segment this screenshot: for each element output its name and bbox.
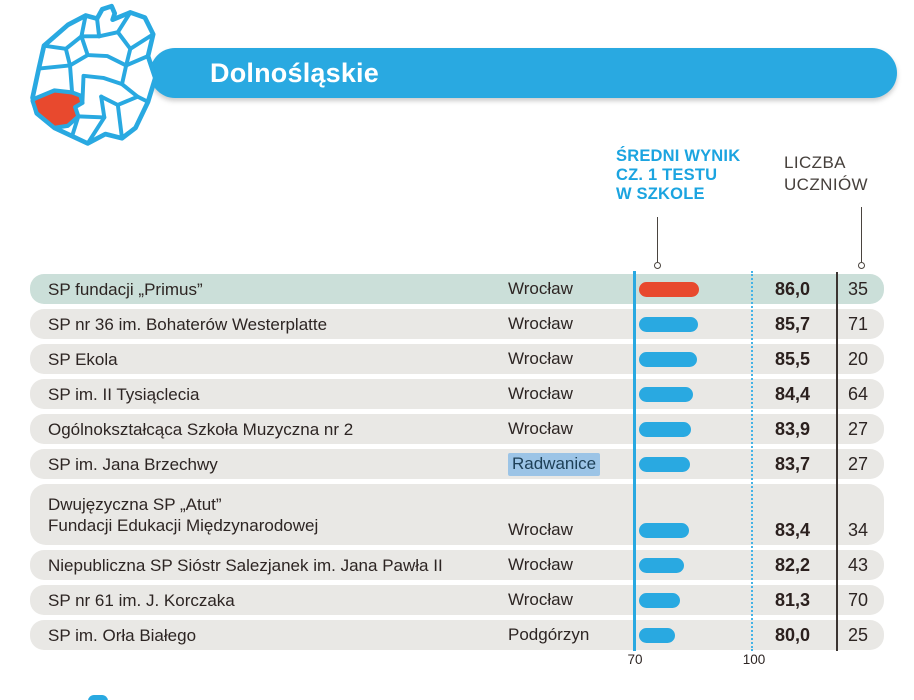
city-name: Wrocław bbox=[508, 279, 573, 298]
score-value: 84,4 bbox=[774, 383, 810, 404]
city-name: Wrocław bbox=[508, 590, 573, 609]
score-value: 81,3 bbox=[774, 589, 810, 610]
region-title: Dolnośląskie bbox=[210, 57, 379, 88]
school-name: SP fundacji „Primus” bbox=[48, 279, 203, 299]
students-count: 70 bbox=[847, 589, 869, 610]
score-value: 80,0 bbox=[774, 624, 810, 645]
region-banner: Dolnośląskie bbox=[150, 48, 897, 98]
axis-line-100 bbox=[751, 271, 753, 651]
table-row: SP nr 61 im. J. Korczaka Wrocław 81,3 70 bbox=[30, 585, 884, 615]
city-name: Wrocław bbox=[508, 520, 573, 539]
city-name: Wrocław bbox=[508, 555, 573, 574]
score-value: 82,2 bbox=[774, 554, 810, 575]
table-row: SP fundacji „Primus” Wrocław 86,0 35 bbox=[30, 274, 884, 304]
table-row: SP nr 36 im. Bohaterów Westerplatte Wroc… bbox=[30, 309, 884, 339]
city-name: Wrocław bbox=[508, 314, 573, 333]
score-bar bbox=[639, 628, 675, 643]
students-count: 43 bbox=[847, 554, 869, 575]
highlighted-region-dolnoslaskie bbox=[30, 88, 85, 130]
score-bar bbox=[639, 523, 689, 538]
table-row: Ogólnokształcąca Szkoła Muzyczna nr 2 Wr… bbox=[30, 414, 884, 444]
city-name: Wrocław bbox=[508, 419, 573, 438]
students-callout-dot bbox=[858, 262, 865, 269]
table-row: Niepubliczna SP Sióstr Salezjanek im. Ja… bbox=[30, 550, 884, 580]
school-name: Niepubliczna SP Sióstr Salezjanek im. Ja… bbox=[48, 555, 443, 575]
table-row: SP im. II Tysiąclecia Wrocław 84,4 64 bbox=[30, 379, 884, 409]
table-row: SP im. Jana Brzechwy Radwanice 83,7 27 bbox=[30, 449, 884, 479]
score-bar bbox=[639, 558, 684, 573]
score-bar bbox=[639, 457, 690, 472]
students-count: 34 bbox=[847, 519, 869, 540]
city-name: Wrocław bbox=[508, 384, 573, 403]
score-value: 83,4 bbox=[774, 519, 810, 540]
cutoff-map-fragment bbox=[88, 695, 108, 700]
students-callout-line bbox=[861, 207, 862, 262]
school-name: SP Ekola bbox=[48, 349, 118, 369]
score-bar bbox=[639, 317, 698, 332]
students-count: 27 bbox=[847, 453, 869, 474]
students-count: 25 bbox=[847, 624, 869, 645]
score-value: 83,7 bbox=[774, 453, 810, 474]
score-callout-line bbox=[657, 217, 658, 262]
students-count: 71 bbox=[847, 313, 869, 334]
axis-tick-70: 70 bbox=[627, 652, 643, 667]
table-row: SP im. Orła Białego Podgórzyn 80,0 25 bbox=[30, 620, 884, 650]
score-value: 86,0 bbox=[774, 278, 810, 299]
city-name: Podgórzyn bbox=[508, 625, 590, 644]
score-bar bbox=[639, 352, 697, 367]
poland-map-icon bbox=[30, 3, 158, 146]
axis-line-70 bbox=[633, 271, 636, 651]
school-name: SP nr 61 im. J. Korczaka bbox=[48, 590, 235, 610]
score-bar bbox=[639, 282, 699, 297]
score-bar bbox=[639, 593, 680, 608]
score-bar bbox=[639, 387, 693, 402]
table-rows: SP fundacji „Primus” Wrocław 86,0 35 SP … bbox=[30, 274, 884, 655]
school-name: Ogólnokształcąca Szkoła Muzyczna nr 2 bbox=[48, 419, 354, 439]
score-bar bbox=[639, 422, 691, 437]
students-count: 35 bbox=[847, 278, 869, 299]
students-count: 27 bbox=[847, 418, 869, 439]
score-column-header: ŚREDNI WYNIK CZ. 1 TESTU W SZKOLE bbox=[616, 147, 741, 203]
school-name: SP nr 36 im. Bohaterów Westerplatte bbox=[48, 314, 328, 334]
score-value: 85,5 bbox=[774, 348, 810, 369]
school-name: SP im. Jana Brzechwy bbox=[48, 454, 218, 474]
score-callout-dot bbox=[654, 262, 661, 269]
students-count: 20 bbox=[847, 348, 869, 369]
score-value: 85,7 bbox=[774, 313, 810, 334]
score-count-divider bbox=[836, 272, 838, 651]
school-name: Dwujęzyczna SP „Atut” Fundacji Edukacji M… bbox=[48, 494, 319, 535]
students-count: 64 bbox=[847, 383, 869, 404]
school-name: SP im. Orła Białego bbox=[48, 625, 197, 645]
table-row: Dwujęzyczna SP „Atut” Fundacji Edukacji M… bbox=[30, 484, 884, 545]
table-row: SP Ekola Wrocław 85,5 20 bbox=[30, 344, 884, 374]
students-column-header: LICZBA UCZNIÓW bbox=[784, 153, 869, 194]
axis-tick-100: 100 bbox=[742, 652, 766, 667]
city-name: Radwanice bbox=[508, 452, 601, 476]
city-name: Wrocław bbox=[508, 349, 573, 368]
score-value: 83,9 bbox=[774, 418, 810, 439]
school-name: SP im. II Tysiąclecia bbox=[48, 384, 200, 404]
